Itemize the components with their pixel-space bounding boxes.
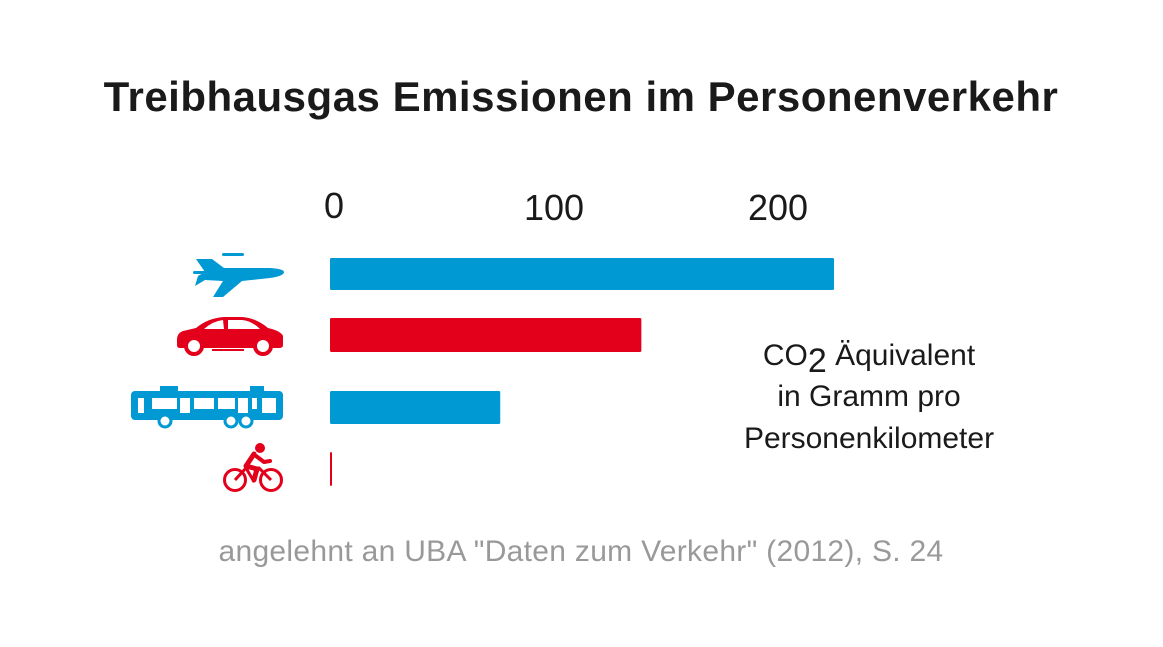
bars (330, 258, 834, 486)
unit-note: CO2 Äquivalent in Gramm pro Personenkilo… (744, 339, 994, 455)
source-note: angelehnt an UBA "Daten zum Verkehr" (20… (218, 535, 943, 568)
unit-note-line-1: CO2 Äquivalent (763, 339, 976, 380)
x-tick-label: 100 (524, 187, 584, 228)
bus-icon (131, 386, 283, 429)
x-tick-label: 0 (324, 185, 344, 226)
x-axis-ticks: 0 100 200 (324, 185, 808, 228)
car-icon (177, 317, 283, 356)
unit-note-line-2: in Gramm pro (777, 380, 960, 413)
bar-bicycle (330, 452, 332, 486)
bicycle-icon (223, 443, 283, 492)
bar-bus (330, 391, 501, 424)
airplane-icon (193, 253, 284, 297)
x-tick-label: 200 (748, 187, 808, 228)
category-icons (131, 253, 284, 492)
bar-airplane (330, 258, 834, 290)
unit-note-line-3: Personenkilometer (744, 422, 994, 455)
chart-title: Treibhausgas Emissionen im Personenverke… (104, 73, 1059, 120)
bar-car (330, 318, 642, 352)
